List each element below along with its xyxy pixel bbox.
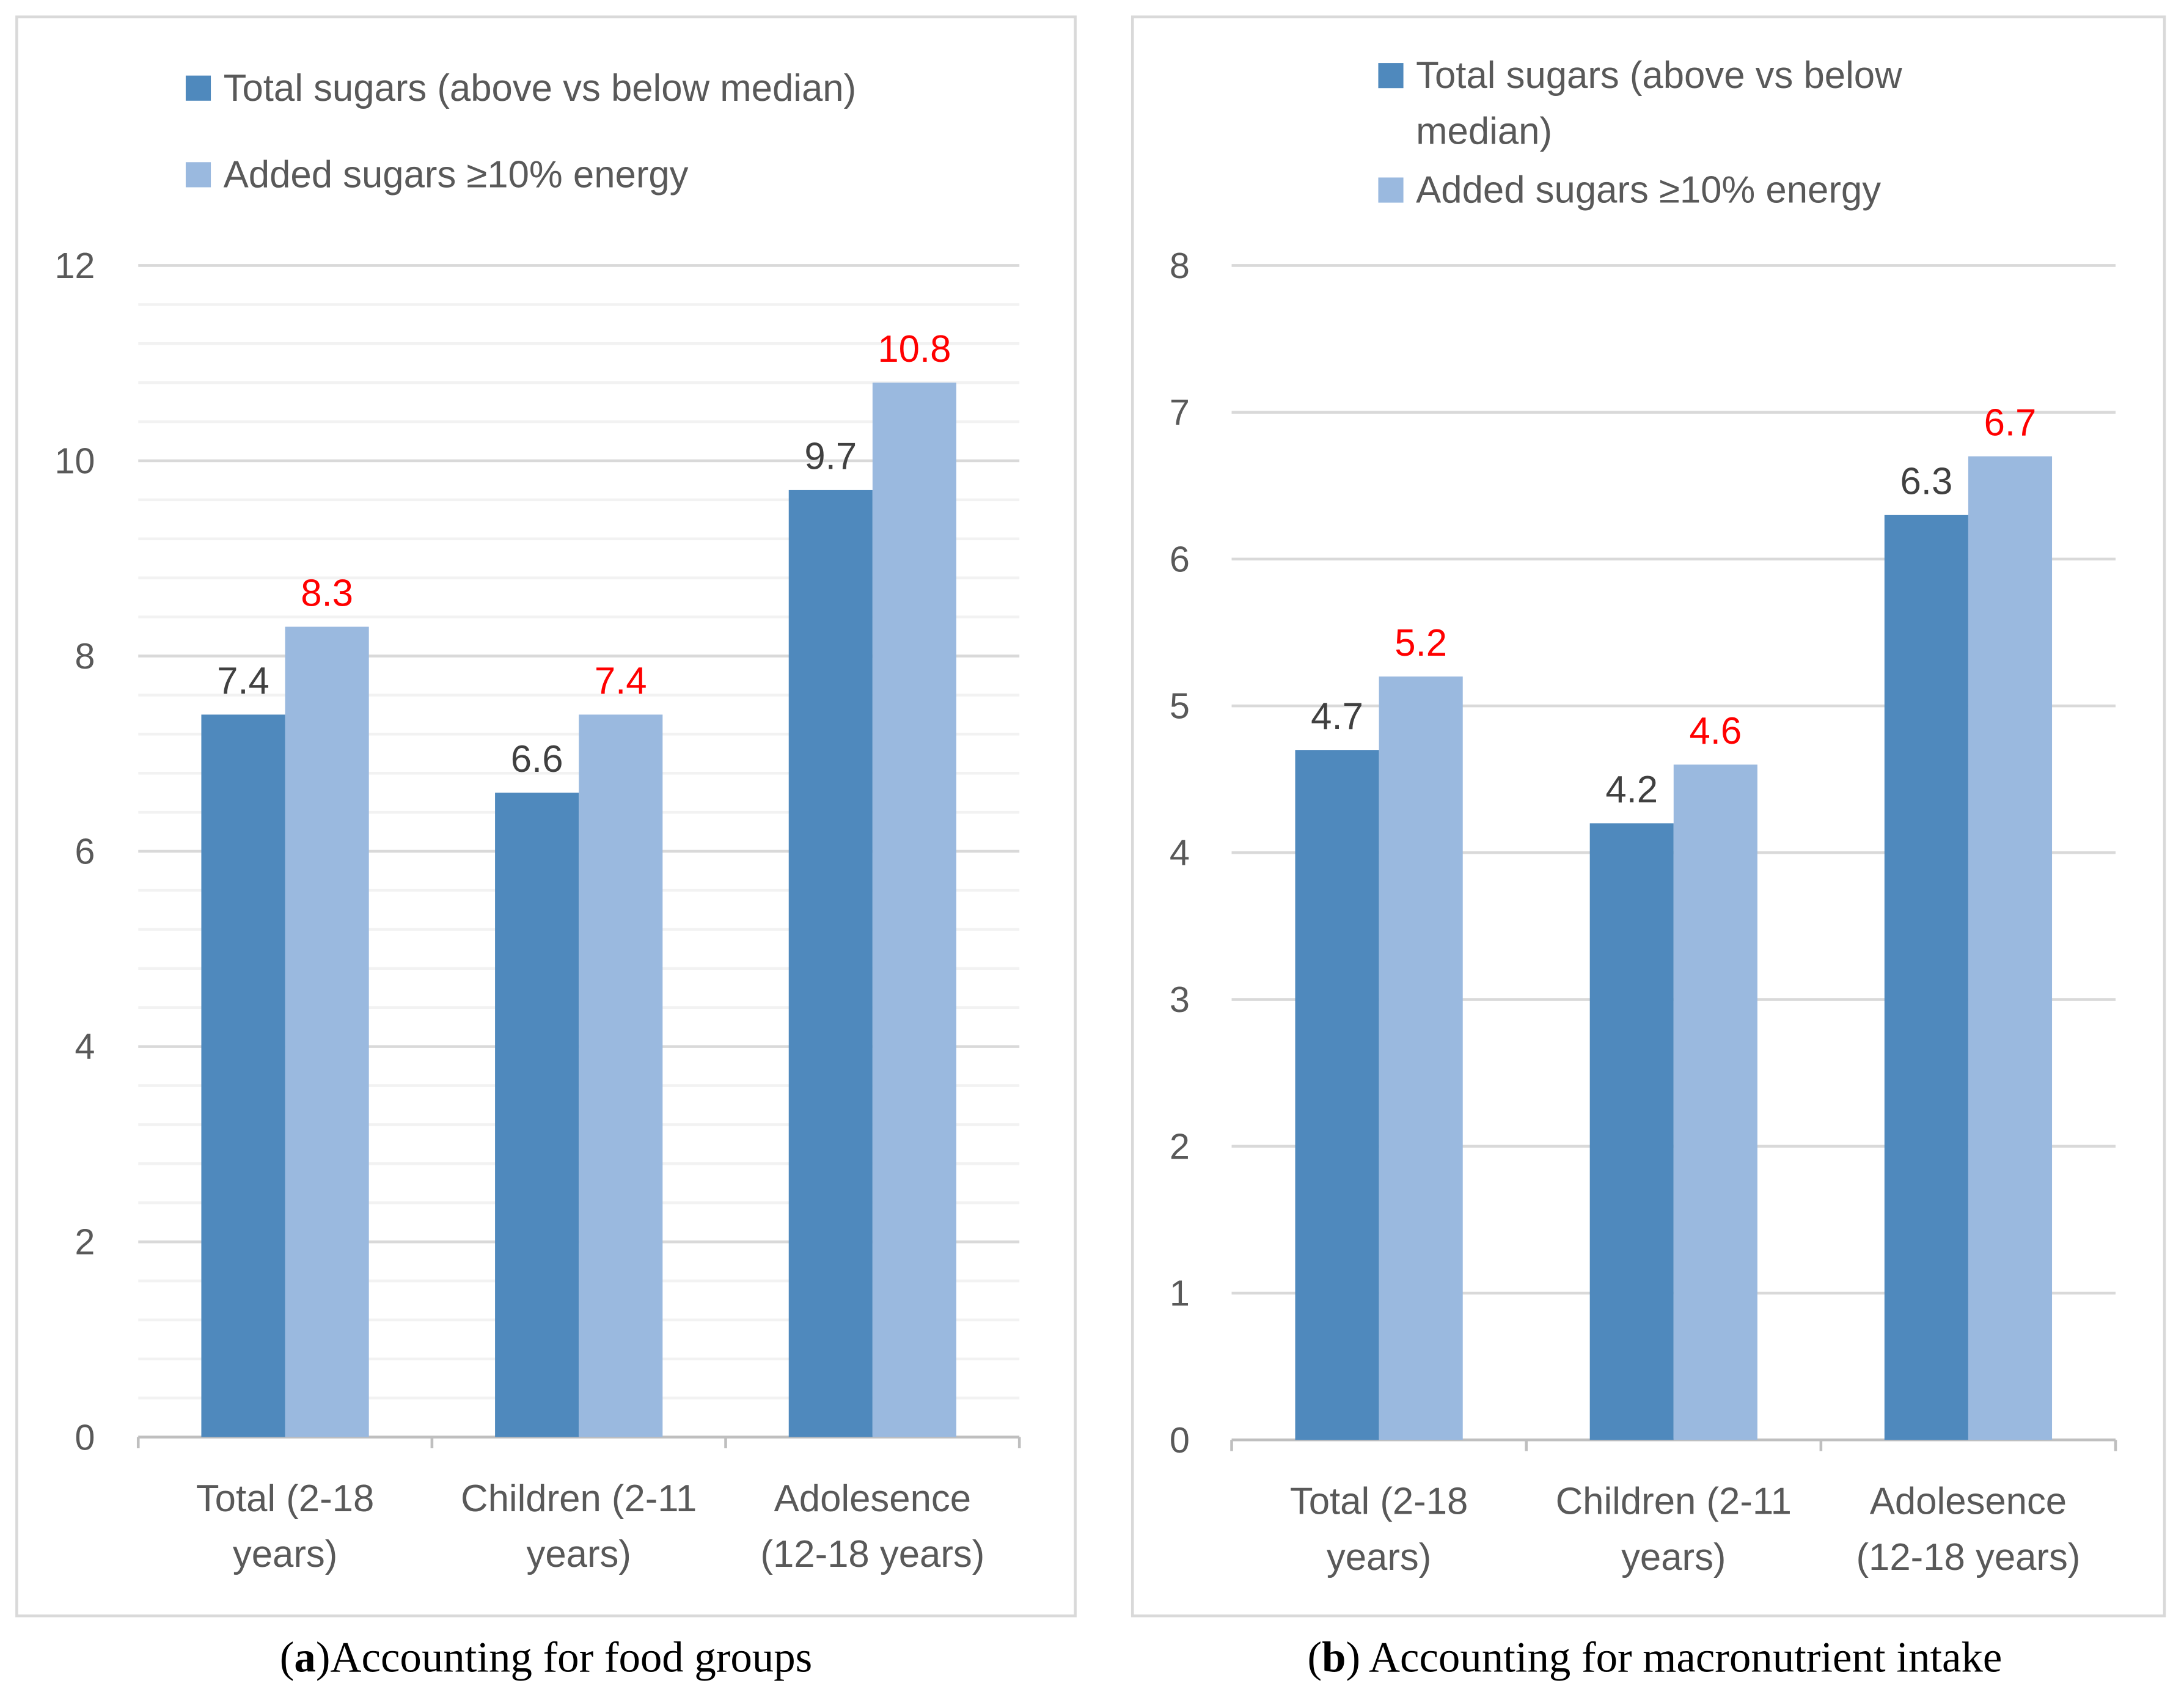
data-label: 6.7 — [1984, 401, 2037, 444]
bar-total-sugars — [1295, 750, 1379, 1440]
data-label: 4.7 — [1311, 695, 1363, 738]
caption-b: (b) Accounting for macronutrient intake — [1307, 1634, 2002, 1682]
legend-label: Added sugars ≥10% energy — [224, 153, 689, 196]
x-category-label: Children (2-11 — [461, 1478, 697, 1520]
y-tick-label: 7 — [1170, 392, 1190, 433]
y-tick-label: 10 — [54, 441, 95, 482]
y-tick-label: 8 — [75, 636, 95, 676]
x-category-label: years) — [1327, 1536, 1431, 1578]
bar-added-sugars — [285, 626, 369, 1437]
bar-added-sugars — [872, 383, 956, 1437]
legend-swatch — [1378, 177, 1404, 203]
data-label: 9.7 — [804, 436, 857, 478]
x-category-label: (12-18 years) — [760, 1533, 984, 1575]
data-label: 4.2 — [1605, 769, 1658, 811]
y-tick-label: 5 — [1170, 686, 1190, 727]
chart-b: 0 1 2 3 4 5 6 7 8 4.7 5.2 Total (2-18 years) 4.2 4.6 Ch… — [1170, 54, 2117, 1578]
y-tick-label: 0 — [75, 1417, 95, 1457]
legend-label: Added sugars ≥10% energy — [1416, 169, 1881, 211]
data-label: 7.4 — [595, 660, 647, 702]
caption-b-text: Accounting for macronutrient intake — [1360, 1634, 2002, 1682]
data-label: 7.4 — [217, 660, 269, 702]
data-label: 6.3 — [1900, 461, 1953, 503]
x-category-label: Children (2-11 — [1556, 1480, 1792, 1522]
y-tick-label: 2 — [1170, 1126, 1190, 1167]
bar-total-sugars — [495, 793, 579, 1437]
bar-total-sugars — [1589, 823, 1674, 1440]
y-tick-label: 12 — [54, 245, 95, 286]
caption-a-letter: a — [294, 1634, 315, 1682]
x-category-label: Adolesence — [1870, 1480, 2067, 1522]
bar-total-sugars — [788, 489, 873, 1437]
bar-total-sugars — [201, 714, 285, 1437]
bar-added-sugars — [1968, 456, 2053, 1440]
x-category-label: years) — [233, 1533, 337, 1575]
y-tick-label: 1 — [1170, 1273, 1190, 1314]
x-category-label: years) — [1621, 1536, 1726, 1578]
bar-total-sugars — [1884, 515, 1968, 1440]
x-category-label: Total (2-18 — [1290, 1480, 1468, 1522]
y-tick-label: 2 — [75, 1222, 95, 1263]
legend-swatch — [185, 75, 211, 101]
caption-a-text: Accounting for food groups — [330, 1634, 812, 1682]
legend-swatch — [185, 162, 211, 188]
legend-label: median) — [1416, 111, 1552, 153]
y-tick-label: 6 — [1170, 538, 1190, 579]
chart-a: 0 2 4 6 8 10 12 7.4 8.3 Total (2-18 years) 6.6 7.4 Ch… — [54, 67, 1021, 1575]
data-label: 5.2 — [1394, 622, 1447, 664]
data-label: 4.6 — [1689, 710, 1742, 752]
legend-label: Total sugars (above vs below median) — [224, 67, 857, 109]
x-category-label: (12-18 years) — [1856, 1536, 2081, 1578]
legend-swatch — [1378, 63, 1404, 89]
y-tick-label: 4 — [75, 1026, 95, 1067]
caption-a: (a)Accounting for food groups — [280, 1634, 812, 1682]
legend-label: Total sugars (above vs below — [1416, 54, 1902, 97]
y-tick-label: 0 — [1170, 1420, 1190, 1461]
y-tick-label: 8 — [1170, 245, 1190, 286]
x-category-label: years) — [527, 1533, 631, 1575]
bar-added-sugars — [579, 714, 663, 1437]
bar-added-sugars — [1673, 764, 1757, 1440]
caption-b-letter: b — [1322, 1634, 1346, 1682]
y-tick-label: 6 — [75, 831, 95, 872]
y-tick-label: 4 — [1170, 832, 1190, 873]
data-label: 6.6 — [511, 738, 563, 780]
data-label: 10.8 — [878, 328, 951, 370]
x-category-label: Total (2-18 — [196, 1478, 374, 1520]
bar-added-sugars — [1379, 676, 1463, 1440]
y-tick-label: 3 — [1170, 979, 1190, 1020]
x-category-label: Adolesence — [774, 1478, 971, 1520]
data-label: 8.3 — [301, 572, 353, 614]
